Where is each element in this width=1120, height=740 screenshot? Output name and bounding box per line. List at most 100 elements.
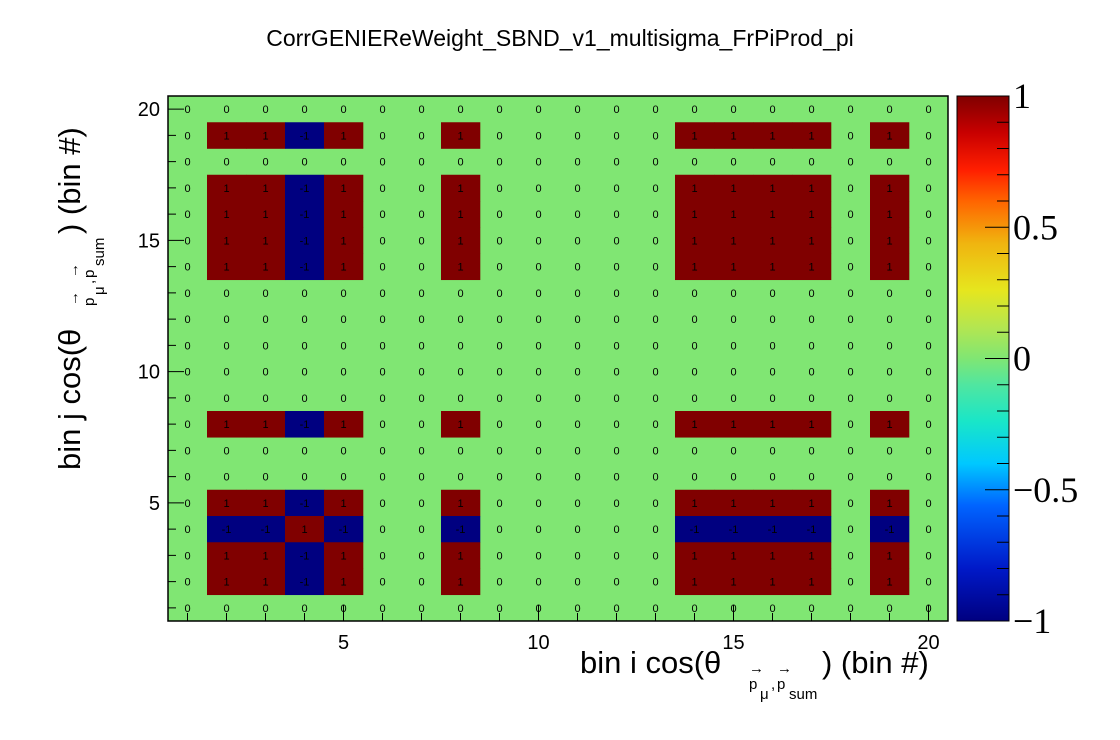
cell-value-label: 0 <box>574 209 580 221</box>
cell-value-label: 0 <box>652 157 658 169</box>
cell-value-label: 0 <box>691 445 697 457</box>
cell-value-label: 0 <box>925 104 931 116</box>
cell-value-label: 1 <box>223 130 229 142</box>
cell-value-label: 0 <box>262 367 268 379</box>
cell-value-label: 0 <box>808 472 814 484</box>
cell-value-label: 1 <box>691 262 697 274</box>
cell-value-label: 0 <box>652 130 658 142</box>
cell-value-label: 0 <box>301 445 307 457</box>
cell-value-label: 1 <box>808 130 814 142</box>
cell-value-label: 0 <box>457 445 463 457</box>
cell-value-label: 0 <box>925 262 931 274</box>
cell-value-label: 0 <box>808 340 814 352</box>
cell-value-label: 0 <box>262 157 268 169</box>
cell-value-label: 0 <box>925 314 931 326</box>
heatmap-cell <box>441 516 481 543</box>
cell-value-label: 0 <box>340 104 346 116</box>
cell-value-label: 0 <box>223 157 229 169</box>
cell-value-label: 0 <box>496 340 502 352</box>
cell-value-label: 0 <box>847 498 853 510</box>
cell-value-label: 0 <box>808 393 814 405</box>
heatmap-cell <box>675 542 715 569</box>
cell-value-label: 0 <box>769 314 775 326</box>
heatmap-cell <box>675 122 715 149</box>
cell-value-label: 1 <box>730 130 736 142</box>
axis-ticks <box>168 108 929 621</box>
heatmap-cell <box>207 516 247 543</box>
cell-value-label: 0 <box>925 157 931 169</box>
heatmap-cell <box>870 489 910 517</box>
cell-value-label: 1 <box>457 577 463 589</box>
cell-value-label: 0 <box>613 183 619 195</box>
cell-value-label: 1 <box>808 209 814 221</box>
cell-value-label: 0 <box>223 445 229 457</box>
cell-value-label: 0 <box>184 340 190 352</box>
cell-value-label: 0 <box>691 340 697 352</box>
x-tick-label: 5 <box>338 632 349 654</box>
heatmap-cell <box>207 542 247 569</box>
cell-value-label: 0 <box>847 524 853 536</box>
heatmap-cell <box>441 201 481 228</box>
cell-value-label: 1 <box>769 577 775 589</box>
heatmap-cell <box>870 253 910 281</box>
cell-value-label: 0 <box>808 314 814 326</box>
x-tick-label: 10 <box>527 632 549 654</box>
heatmap-cell <box>285 568 325 596</box>
cell-value-label: 1 <box>886 550 892 562</box>
cell-value-label: 1 <box>691 498 697 510</box>
heatmap-cell <box>324 227 364 254</box>
cell-value-label: 0 <box>886 340 892 352</box>
y-axis-sub-mu: μ <box>91 286 108 295</box>
cell-value-label: 1 <box>457 209 463 221</box>
cell-value-label: 1 <box>340 209 346 221</box>
cell-value-label: 0 <box>847 288 853 300</box>
cell-value-label: 0 <box>574 314 580 326</box>
cell-value-label: 0 <box>379 340 385 352</box>
cell-value-label: 0 <box>886 104 892 116</box>
cell-value-label: 0 <box>652 498 658 510</box>
heatmap-cell <box>714 201 754 228</box>
cell-value-label: -1 <box>768 524 778 536</box>
cell-value-label: 0 <box>925 393 931 405</box>
cell-value-label: 0 <box>379 130 385 142</box>
cell-value-label: 0 <box>262 104 268 116</box>
cell-value-label: 1 <box>223 419 229 431</box>
cell-value-label: 0 <box>184 445 190 457</box>
cell-value-label: 0 <box>496 393 502 405</box>
cell-value-label: 1 <box>691 183 697 195</box>
cell-value-label: 1 <box>223 550 229 562</box>
heatmap-cell <box>753 411 793 438</box>
cell-value-label: 0 <box>535 393 541 405</box>
cell-value-label: 1 <box>691 130 697 142</box>
cell-value-label: 0 <box>769 157 775 169</box>
cell-value-label: 0 <box>184 393 190 405</box>
cell-value-label: 0 <box>847 262 853 274</box>
cell-value-label: 0 <box>886 393 892 405</box>
cell-value-label: 0 <box>418 209 424 221</box>
y-axis-sub-p1: p <box>81 298 98 306</box>
cell-value-label: 1 <box>808 550 814 562</box>
cell-value-label: 0 <box>418 393 424 405</box>
x-tick-label: 15 <box>722 632 744 654</box>
cell-value-label: 0 <box>184 577 190 589</box>
cell-value-label: 0 <box>535 314 541 326</box>
cell-value-label: 0 <box>730 393 736 405</box>
y-axis-title: bin j cos(θ → p μ , → p sum ) (bin #) <box>52 127 108 470</box>
heatmap-cell <box>207 489 247 517</box>
cell-value-label: 0 <box>496 262 502 274</box>
heatmap-cell <box>246 174 286 202</box>
cell-value-label: 1 <box>808 262 814 274</box>
heatmap-cell <box>792 201 832 228</box>
cell-value-label: -1 <box>300 262 310 274</box>
cell-value-label: 0 <box>730 314 736 326</box>
cell-value-label: 1 <box>340 130 346 142</box>
cell-value-label: 0 <box>886 314 892 326</box>
cell-value-label: 1 <box>262 183 268 195</box>
cell-value-label: 0 <box>301 157 307 169</box>
cell-value-label: 0 <box>847 393 853 405</box>
cell-value-label: 0 <box>769 393 775 405</box>
heatmap-cell <box>285 253 325 281</box>
cell-value-label: 1 <box>808 235 814 247</box>
cell-value-label: 0 <box>379 262 385 274</box>
heatmap-cell <box>324 568 364 596</box>
